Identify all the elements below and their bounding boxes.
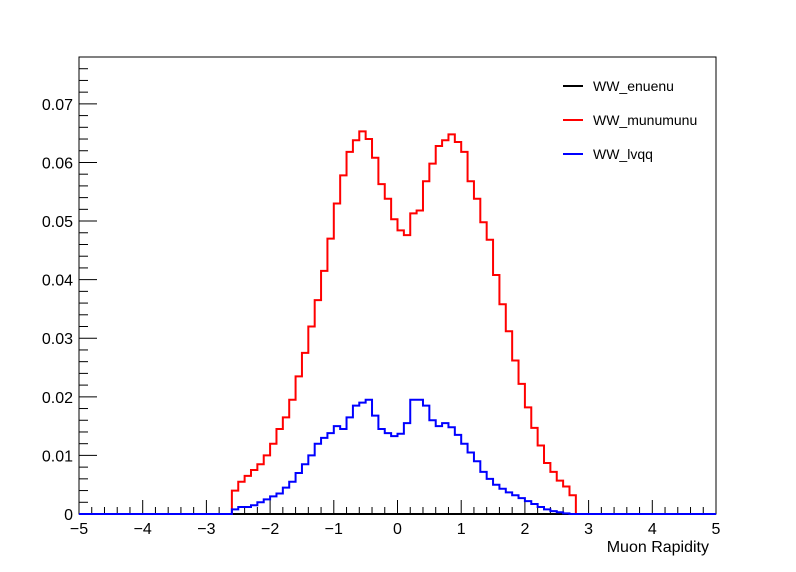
x-tick-label: −3 (197, 521, 215, 538)
x-tick-label: 1 (457, 521, 466, 538)
x-tick-label: −4 (134, 521, 152, 538)
series-line-WW_munumunu (79, 130, 716, 515)
y-tick-label: 0.05 (42, 214, 73, 231)
y-tick-label: 0 (64, 507, 73, 524)
x-tick-label: 0 (393, 521, 402, 538)
y-tick-label: 0.07 (42, 97, 73, 114)
x-tick-label: 5 (712, 521, 721, 538)
series-line-WW_lvqq (79, 398, 716, 515)
series-layer (79, 130, 716, 515)
y-tick-label: 0.02 (42, 390, 73, 407)
y-tick-label: 0.04 (42, 273, 73, 290)
x-tick-label: 2 (520, 521, 529, 538)
legend-label: WW_lvqq (593, 146, 653, 162)
x-tick-label: 4 (648, 521, 657, 538)
x-axis-title: Muon Rapidity (607, 539, 709, 556)
y-tick-label: 0.03 (42, 331, 73, 348)
y-tick-label: 0.01 (42, 448, 73, 465)
x-tick-labels: −5 −4 −3 −2 −1 0 1 2 3 4 5 (70, 521, 721, 538)
legend: WW_enuenu WW_munumunu WW_lvqq (563, 78, 697, 162)
y-tick-label: 0.06 (42, 155, 73, 172)
x-tick-label: −5 (70, 521, 88, 538)
axis-ticks (78, 56, 717, 515)
legend-label: WW_enuenu (593, 78, 674, 94)
x-tick-label: 3 (584, 521, 593, 538)
y-tick-labels: 0 0.01 0.02 0.03 0.04 0.05 0.06 0.07 (42, 97, 73, 524)
legend-label: WW_munumunu (593, 112, 697, 128)
x-tick-label: −1 (325, 521, 343, 538)
x-tick-label: −2 (261, 521, 279, 538)
